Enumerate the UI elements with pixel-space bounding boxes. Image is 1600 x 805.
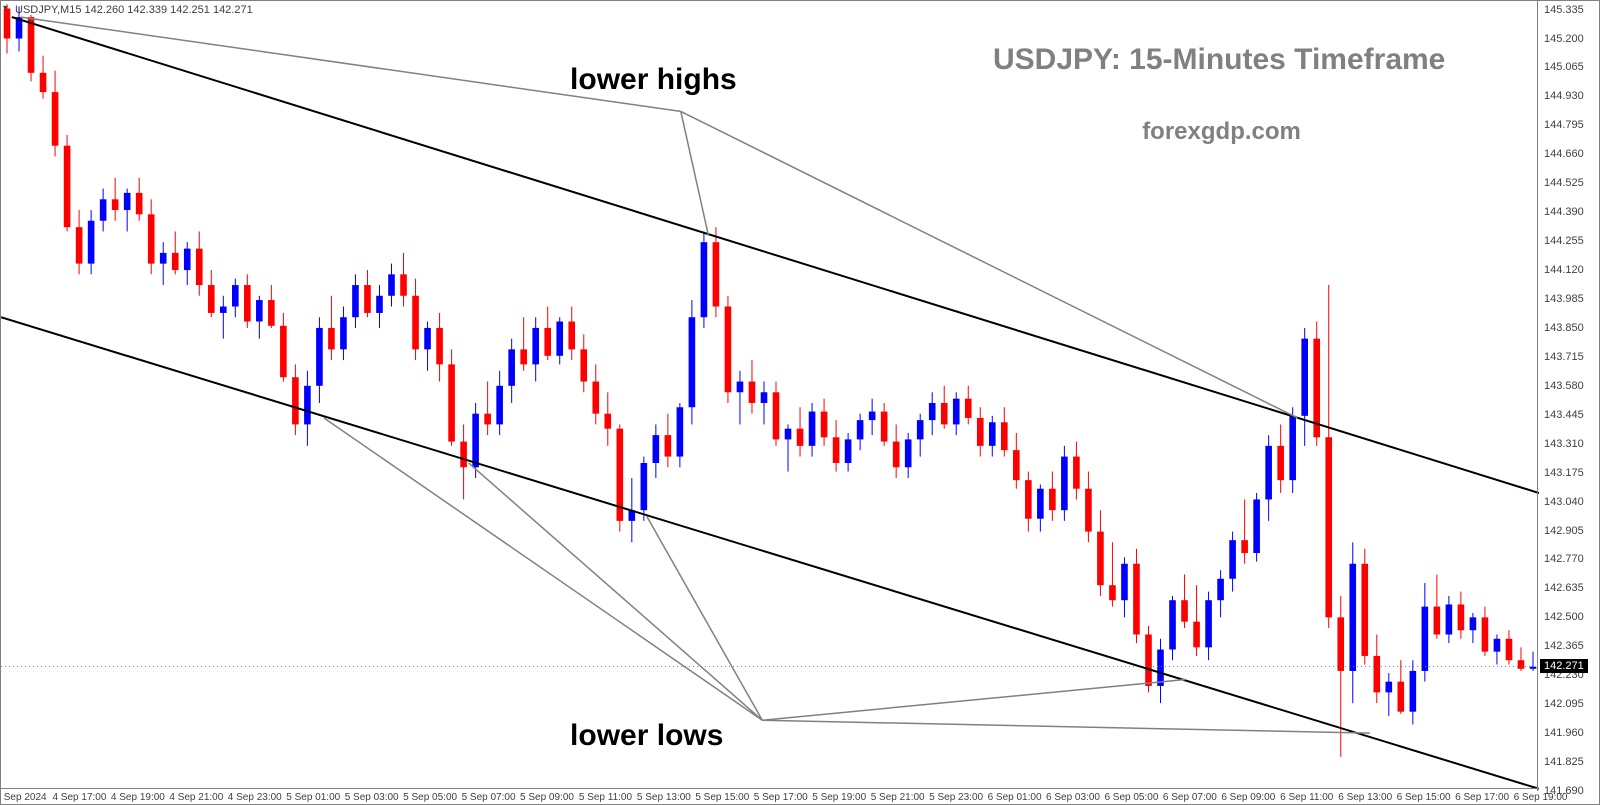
time-tick: 6 Sep 09:00 — [1221, 792, 1275, 803]
price-tick: 142.635 — [1544, 582, 1584, 594]
price-tick: 141.825 — [1544, 756, 1584, 768]
time-tick: 6 Sep 01:00 — [988, 792, 1042, 803]
price-tick: 142.095 — [1544, 698, 1584, 710]
time-tick: 5 Sep 05:00 — [403, 792, 457, 803]
price-tick: 143.985 — [1544, 293, 1584, 305]
time-tick: 6 Sep 19:00 — [1514, 792, 1568, 803]
time-tick: 5 Sep 19:00 — [812, 792, 866, 803]
price-tick: 143.310 — [1544, 438, 1584, 450]
chart-root: ▾ USDJPY,M15 142.260 142.339 142.251 142… — [0, 0, 1600, 805]
time-tick: 4 Sep 2024 — [0, 792, 47, 803]
price-tick: 143.850 — [1544, 322, 1584, 334]
time-tick: 6 Sep 07:00 — [1163, 792, 1217, 803]
price-tick: 144.255 — [1544, 235, 1584, 247]
price-tick: 145.335 — [1544, 4, 1584, 16]
time-tick: 5 Sep 17:00 — [754, 792, 808, 803]
price-tick: 144.930 — [1544, 90, 1584, 102]
time-axis: 4 Sep 2024 4 Sep 17:00 4 Sep 19:00 4 Sep 21… — [1, 788, 1539, 804]
price-axis: 141.690141.825141.960142.095142.230142.3… — [1537, 1, 1599, 791]
time-tick: 6 Sep 17:00 — [1455, 792, 1509, 803]
time-tick: 4 Sep 17:00 — [52, 792, 106, 803]
price-tick: 144.120 — [1544, 264, 1584, 276]
time-tick: 5 Sep 11:00 — [579, 792, 632, 803]
price-tick: 143.175 — [1544, 467, 1584, 479]
time-tick: 6 Sep 13:00 — [1338, 792, 1392, 803]
time-tick: 6 Sep 03:00 — [1046, 792, 1100, 803]
price-tick: 142.905 — [1544, 525, 1584, 537]
time-tick: 6 Sep 05:00 — [1104, 792, 1158, 803]
time-tick: 5 Sep 15:00 — [695, 792, 749, 803]
time-tick: 4 Sep 19:00 — [111, 792, 165, 803]
annotation-lower-highs: lower highs — [570, 63, 737, 97]
price-tick: 142.770 — [1544, 553, 1584, 565]
price-tick: 142.500 — [1544, 611, 1584, 623]
time-tick: 6 Sep 15:00 — [1397, 792, 1451, 803]
time-tick: 6 Sep 11:00 — [1280, 792, 1333, 803]
time-tick: 5 Sep 09:00 — [520, 792, 574, 803]
site-watermark: forexgdp.com — [1142, 118, 1301, 146]
annotation-lower-lows: lower lows — [570, 719, 723, 753]
candlestick-series — [1, 1, 1539, 791]
time-tick: 5 Sep 21:00 — [871, 792, 925, 803]
time-tick: 5 Sep 13:00 — [637, 792, 691, 803]
time-tick: 5 Sep 01:00 — [286, 792, 340, 803]
plot-area[interactable] — [1, 1, 1539, 791]
chart-title: USDJPY: 15-Minutes Timeframe — [993, 43, 1445, 77]
price-tick: 144.660 — [1544, 148, 1584, 160]
time-tick: 5 Sep 07:00 — [462, 792, 516, 803]
price-tick: 144.525 — [1544, 177, 1584, 189]
price-tick: 144.390 — [1544, 206, 1584, 218]
price-tick: 143.445 — [1544, 409, 1584, 421]
price-tick: 142.365 — [1544, 640, 1584, 652]
price-tick: 145.065 — [1544, 61, 1584, 73]
current-price-tag: 142.271 — [1540, 659, 1588, 673]
price-tick: 144.795 — [1544, 119, 1584, 131]
time-tick: 5 Sep 03:00 — [345, 792, 399, 803]
price-tick: 141.960 — [1544, 727, 1584, 739]
price-tick: 143.040 — [1544, 496, 1584, 508]
time-tick: 4 Sep 21:00 — [169, 792, 223, 803]
time-tick: 5 Sep 23:00 — [929, 792, 983, 803]
price-tick: 145.200 — [1544, 33, 1584, 45]
price-tick: 143.715 — [1544, 351, 1584, 363]
price-tick: 143.580 — [1544, 380, 1584, 392]
time-tick: 4 Sep 23:00 — [228, 792, 282, 803]
